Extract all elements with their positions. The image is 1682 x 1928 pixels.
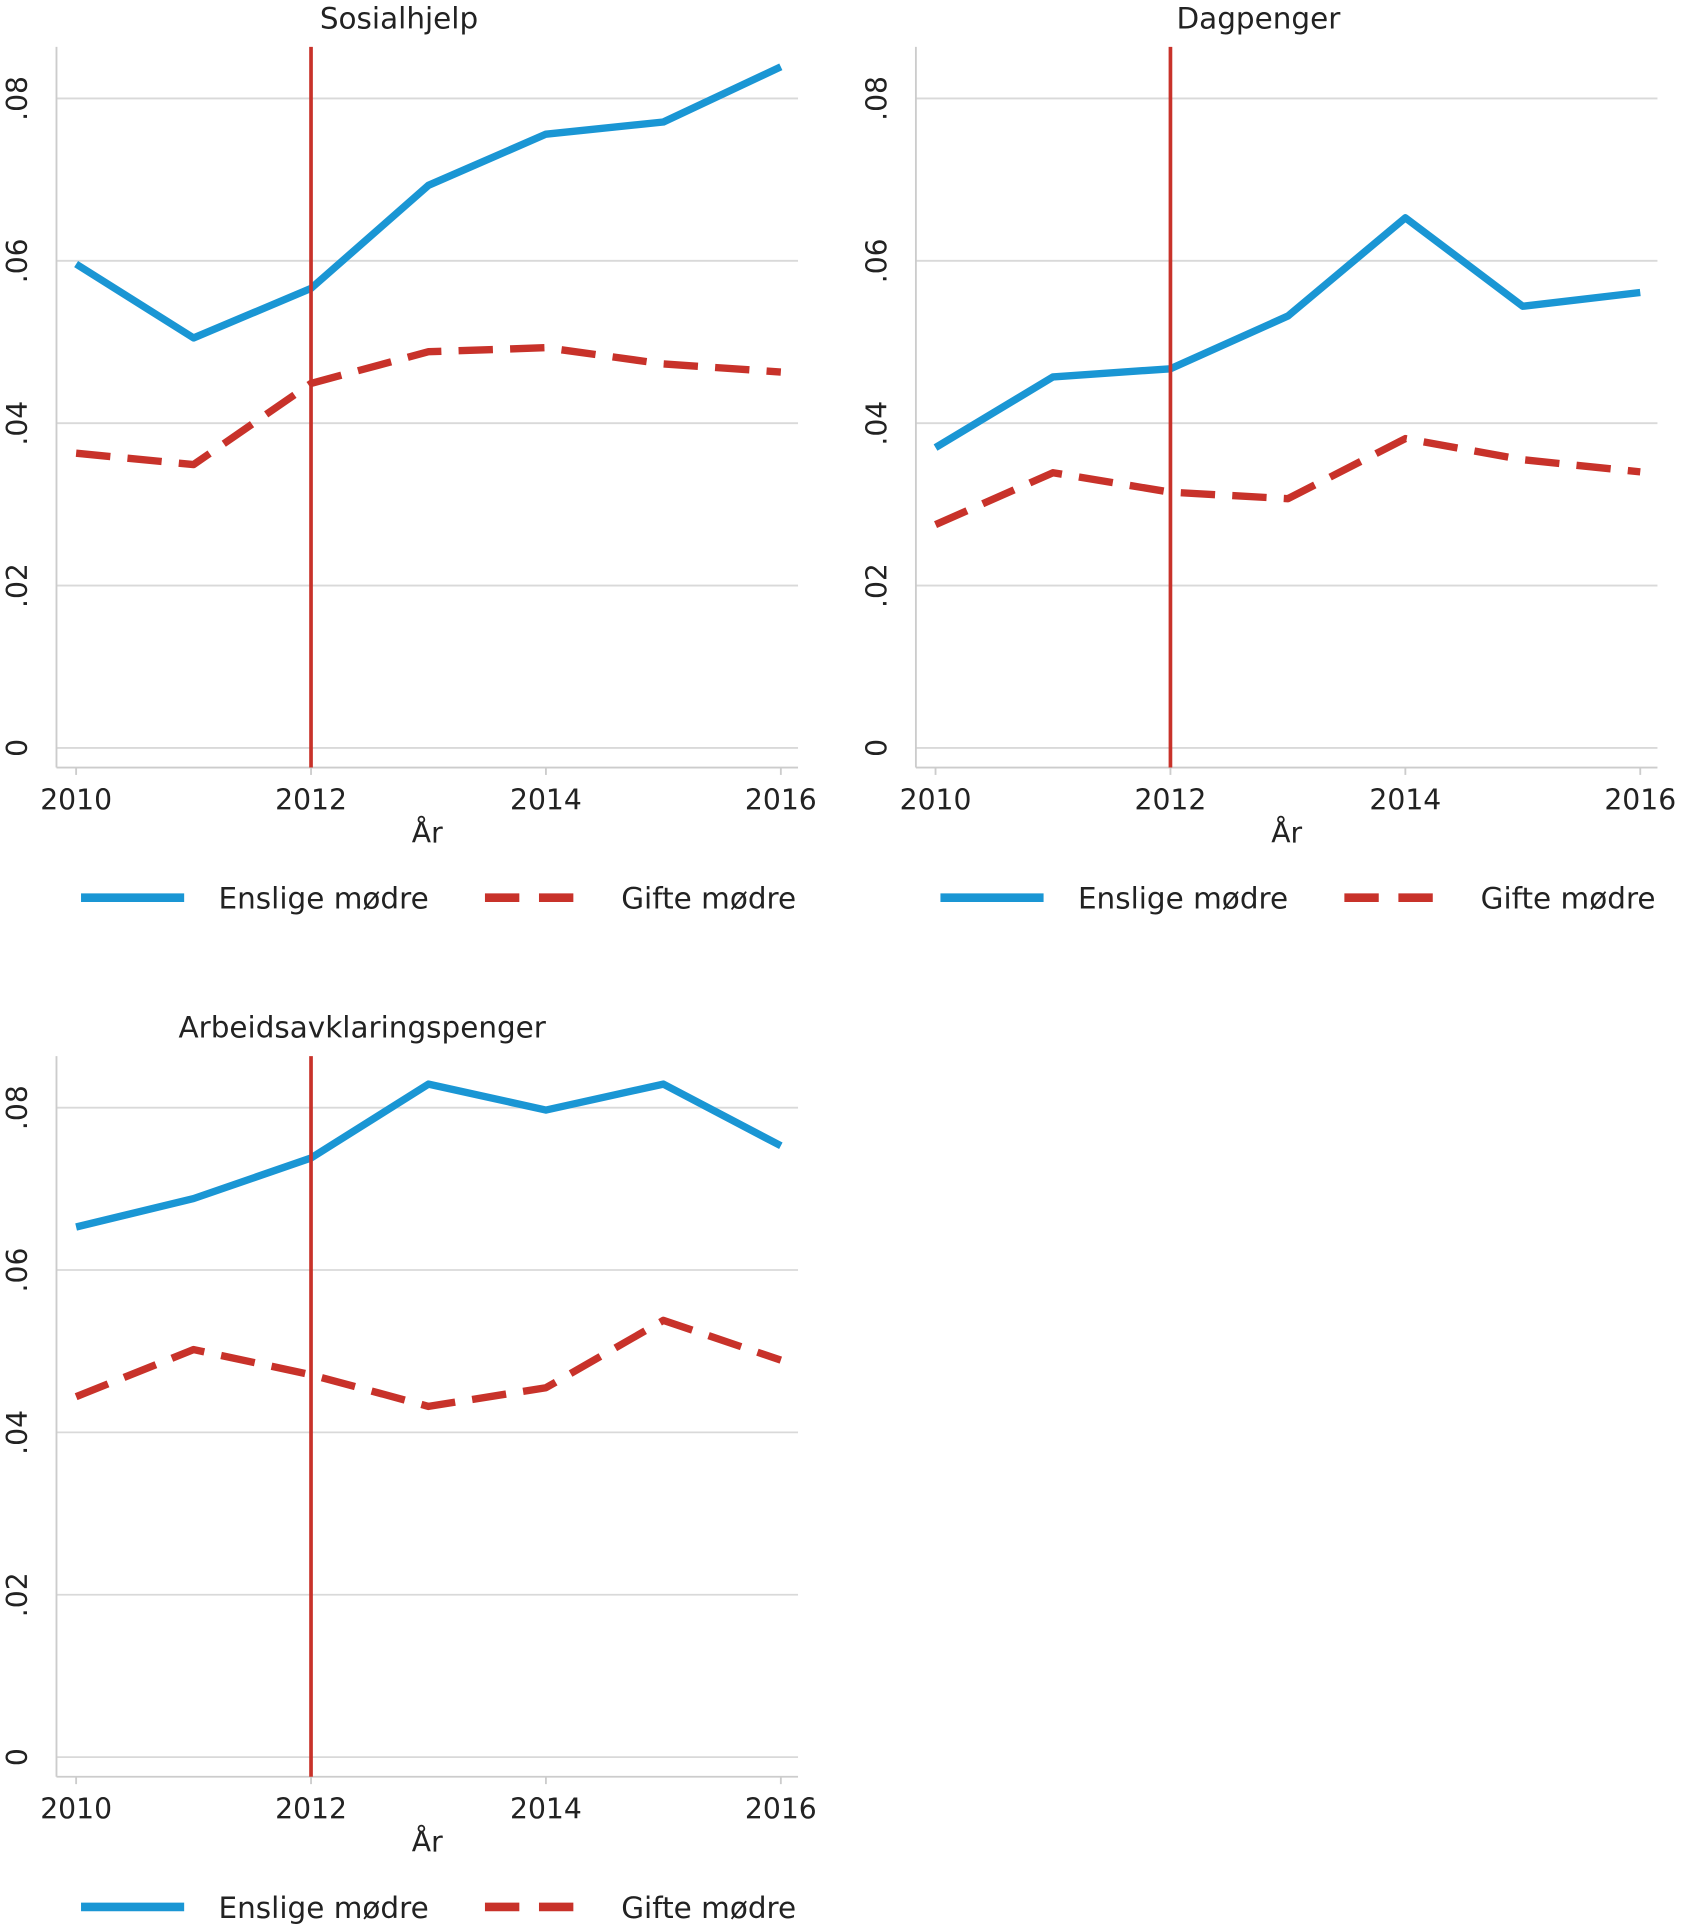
x-tick-label: 2010 [40, 783, 112, 816]
series-line-gifte [75, 343, 782, 469]
chart-panel: 0 .02 .04 .06 .08 2010 2012 2014 2016 År Dagpenger… [860, 1, 1676, 915]
series-line-gifte [74, 1316, 783, 1411]
chart-title: Arbeidsavklaringspenger [178, 1011, 546, 1045]
y-tick-label: .06 [1, 238, 34, 283]
x-tick-label: 2012 [275, 783, 347, 816]
x-tick-label: 2016 [745, 1793, 817, 1826]
chart-panel: 0 .02 .04 .06 .08 2010 2012 2014 2016 År Arbeidsav… [1, 1011, 817, 1925]
x-tick-label: 2012 [1135, 783, 1207, 816]
y-tick-label: .02 [860, 563, 893, 608]
chart-title: Sosialhjelp [320, 1, 478, 35]
y-tick-label: .02 [1, 563, 34, 608]
y-tick-label: .04 [1, 1410, 34, 1455]
y-tick-label: 0 [1, 739, 34, 757]
series-line-enslige [75, 1080, 783, 1231]
y-tick-label: .08 [1, 76, 34, 121]
y-tick-label: .04 [1, 401, 34, 446]
legend-label-gifte: Gifte mødre [621, 1891, 796, 1925]
x-axis-label: År [412, 1825, 443, 1859]
series-line-gifte [934, 434, 1641, 529]
legend-label-gifte: Gifte mødre [1481, 882, 1656, 916]
y-tick-label: .06 [1, 1248, 34, 1293]
y-tick-label: .06 [860, 238, 893, 283]
y-tick-label: .08 [1, 1085, 34, 1130]
legend-label-enslige: Enslige mødre [219, 882, 429, 916]
x-axis-label: År [412, 815, 443, 849]
legend-label-enslige: Enslige mødre [219, 1891, 429, 1925]
legend-label-gifte: Gifte mødre [621, 882, 796, 916]
x-tick-label: 2016 [1604, 783, 1676, 816]
y-tick-label: 0 [1, 1748, 34, 1766]
x-tick-label: 2014 [510, 1793, 582, 1826]
y-tick-label: .08 [860, 76, 893, 121]
y-tick-label: .04 [860, 401, 893, 446]
x-axis-label: År [1271, 815, 1302, 849]
x-tick-label: 2014 [1369, 783, 1441, 816]
series-line-enslige [74, 63, 783, 342]
chart-title: Dagpenger [1177, 1, 1342, 35]
series-line-enslige [933, 214, 1641, 451]
chart-panel: 0 .02 .04 .06 .08 2010 2012 2014 2016 År Sosialhje… [1, 1, 817, 915]
y-tick-label: .02 [1, 1572, 34, 1617]
x-tick-label: 2016 [745, 783, 817, 816]
y-tick-label: 0 [860, 739, 893, 757]
x-tick-label: 2010 [900, 783, 972, 816]
x-tick-label: 2012 [275, 1793, 347, 1826]
x-tick-label: 2014 [510, 783, 582, 816]
legend-label-enslige: Enslige mødre [1078, 882, 1288, 916]
x-tick-label: 2010 [40, 1793, 112, 1826]
